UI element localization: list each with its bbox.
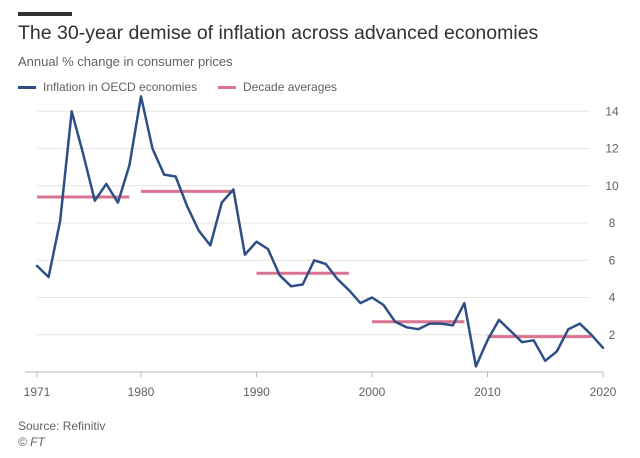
legend-swatch-inflation: [18, 85, 36, 89]
x-tick-label: 2000: [359, 385, 386, 399]
title-rule: [18, 12, 72, 16]
legend-label-inflation: Inflation in OECD economies: [43, 80, 198, 94]
y-tick-label: 10: [605, 179, 619, 193]
chart-subtitle: Annual % change in consumer prices: [18, 54, 233, 69]
legend-item-decade-averages: Decade averages: [218, 80, 337, 94]
y-tick-label: 12: [605, 142, 619, 156]
source-note: Source: Refinitiv: [18, 419, 106, 433]
chart-title: The 30-year demise of inflation across a…: [18, 22, 539, 44]
y-tick-label: 2: [609, 328, 616, 342]
y-tick-label: 8: [609, 216, 616, 230]
credit-note: © FT: [18, 435, 45, 449]
x-tick-label: 2020: [590, 385, 617, 399]
y-tick-label: 4: [609, 291, 616, 305]
x-tick-label: 1980: [128, 385, 155, 399]
legend-swatch-decade-averages: [218, 85, 236, 89]
x-tick-label: 1990: [243, 385, 270, 399]
x-tick-label: 2010: [474, 385, 501, 399]
inflation-line: [35, 95, 605, 368]
y-tick-label: 14: [605, 104, 619, 118]
legend-item-inflation: Inflation in OECD economies: [18, 80, 197, 94]
y-tick-label: 6: [609, 253, 616, 267]
x-tick-label: 1971: [24, 385, 51, 399]
legend-label-decade-averages: Decade averages: [243, 80, 338, 94]
